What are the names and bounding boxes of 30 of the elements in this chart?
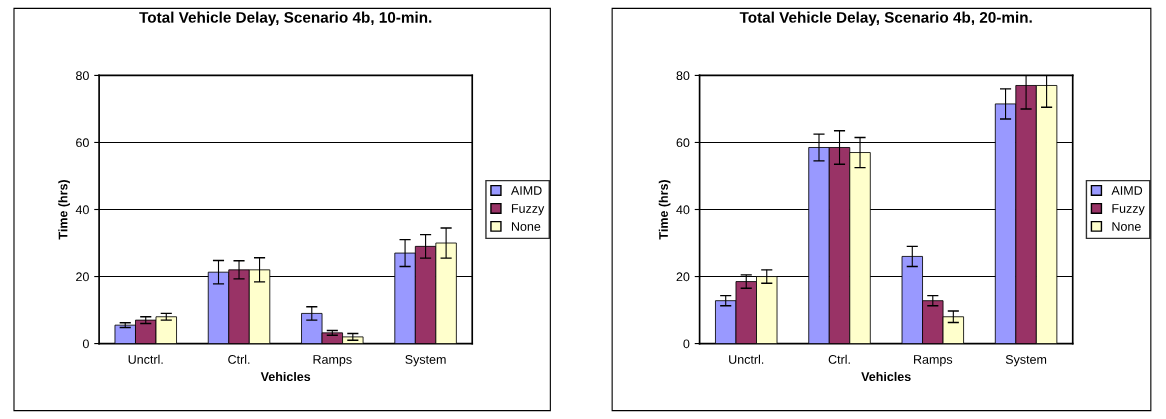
x-tick-label: System	[1005, 355, 1047, 367]
legend-label: None	[1112, 222, 1141, 231]
y-axis-title: Time (hrs)	[58, 180, 70, 240]
x-tick-label: Ctrl.	[828, 354, 850, 364]
legend-label: Fuzzy	[511, 204, 545, 216]
x-tick-label: Unctrl.	[729, 354, 764, 364]
x-tick-label: Ctrl.	[228, 354, 250, 364]
legend-label: AIMD	[510, 186, 542, 195]
x-tick-label: System	[405, 355, 446, 367]
x-axis-title: Vehicles	[260, 371, 311, 382]
y-tick-label: 60	[76, 138, 89, 148]
x-axis-title: Vehicles	[861, 371, 911, 382]
legend-label: Fuzzy	[1112, 204, 1145, 216]
x-tick-label: Ramps	[313, 355, 352, 367]
chart-title: Total Vehicle Delay, Scenario 4b, 20-min.	[739, 11, 1032, 26]
y-tick-label: 40	[75, 205, 89, 215]
legend-label: AIMD	[1111, 186, 1143, 195]
x-tick-label: Unctrl.	[128, 354, 163, 364]
x-tick-label: Ramps	[914, 355, 953, 367]
chart-title: Total Vehicle Delay, Scenario 4b, 10-min.	[139, 11, 432, 26]
y-tick-label: 60	[676, 138, 690, 148]
y-tick-label: 80	[76, 71, 89, 81]
y-tick-label: 20	[676, 272, 690, 282]
y-tick-label: 0	[82, 339, 89, 349]
y-tick-label: 20	[76, 272, 89, 282]
y-axis-title: Time (hrs)	[658, 180, 671, 240]
legend-label: None	[511, 222, 541, 231]
y-tick-label: 0	[683, 339, 690, 349]
y-tick-label: 40	[676, 205, 690, 215]
y-tick-label: 80	[676, 71, 690, 81]
